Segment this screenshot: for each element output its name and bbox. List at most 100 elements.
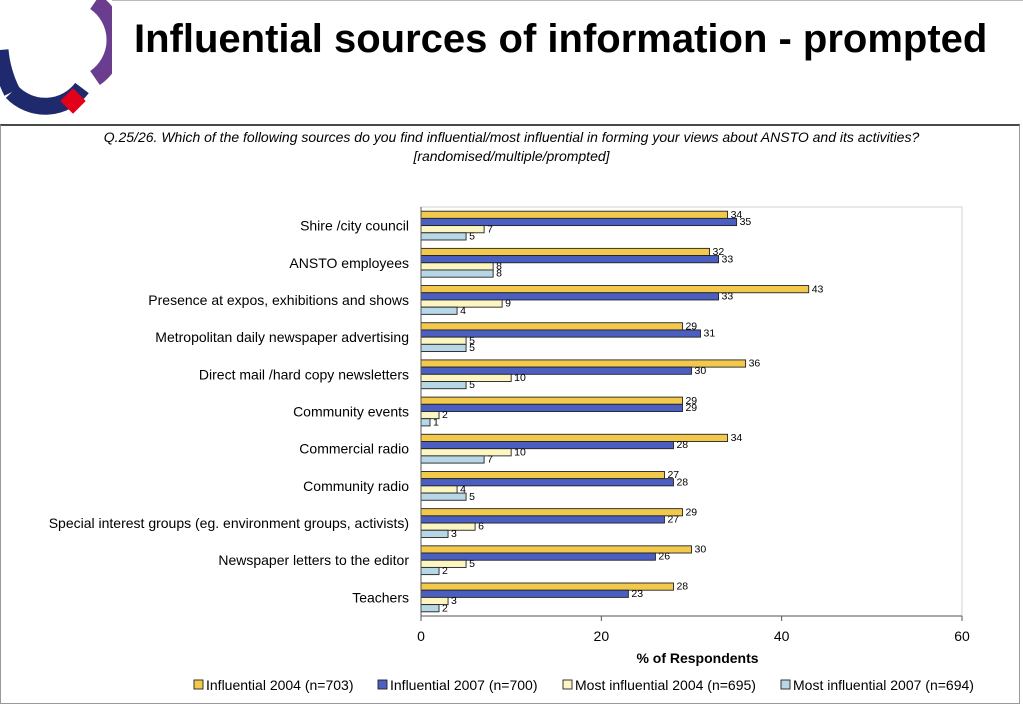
- data-label: 31: [704, 328, 716, 340]
- category-label: Newspaper letters to the editor: [218, 552, 409, 568]
- data-label: 33: [722, 290, 734, 302]
- data-label: 43: [812, 283, 824, 295]
- bar: [420, 217, 738, 227]
- logo-arc-blue-left: [0, 49, 20, 96]
- bar: [420, 566, 440, 576]
- data-label: 27: [667, 469, 679, 481]
- page-title: Influential sources of information - pro…: [134, 17, 988, 61]
- question-method: [randomised/multiple/prompted]: [413, 148, 610, 164]
- question-text: Q.25/26. Which of the following sources …: [103, 129, 920, 145]
- data-label: 5: [469, 379, 475, 391]
- legend-swatch: [562, 679, 573, 690]
- data-label: 2: [442, 409, 448, 421]
- data-label: 26: [658, 551, 670, 563]
- bar: [420, 441, 674, 450]
- bar: [420, 262, 494, 271]
- data-label: 2: [442, 565, 448, 577]
- bar: [420, 552, 656, 561]
- bar: [420, 604, 440, 613]
- data-label: 32: [713, 246, 725, 258]
- bar: [420, 381, 467, 390]
- company-logo: [0, 0, 112, 115]
- data-label: 5: [469, 558, 475, 570]
- data-label: 29: [685, 506, 697, 518]
- data-label: 28: [676, 581, 688, 593]
- bar: [420, 403, 683, 412]
- legend-entry: Most influential 2007 (n=694): [793, 677, 974, 693]
- bar: [420, 529, 449, 538]
- category-label: ANSTO employees: [289, 255, 409, 271]
- data-label: 23: [631, 588, 643, 600]
- legend-swatch: [193, 679, 204, 690]
- bar: [420, 336, 467, 345]
- data-label: 34: [731, 432, 743, 444]
- bar: [420, 522, 476, 531]
- bar: [420, 269, 494, 278]
- category-label: Commercial radio: [299, 441, 409, 457]
- bar: [420, 232, 467, 241]
- category-label: Community radio: [303, 478, 409, 494]
- data-label: 34: [731, 209, 743, 221]
- bar: [420, 478, 674, 487]
- data-label: 5: [469, 230, 475, 242]
- data-label: 9: [505, 298, 511, 310]
- data-label: 33: [722, 253, 734, 265]
- data-label: 7: [487, 454, 493, 466]
- header-rule: [112, 0, 1023, 1]
- bar: [420, 373, 512, 382]
- bar: [420, 508, 683, 517]
- data-label: 27: [667, 514, 679, 526]
- x-tick-label: 40: [774, 628, 790, 644]
- bar: [420, 418, 431, 427]
- data-label: 3: [451, 528, 457, 540]
- bar: [420, 343, 467, 352]
- bar: [420, 455, 485, 464]
- bar: [420, 329, 701, 338]
- logo-red-square: [60, 88, 86, 114]
- category-label: Presence at expos, exhibitions and shows: [148, 292, 409, 308]
- bar: [420, 485, 458, 494]
- data-label: 10: [514, 372, 526, 384]
- data-label: 4: [460, 484, 466, 496]
- question-subtitle: Q.25/26. Which of the following sources …: [20, 128, 1003, 166]
- legend-swatch: [377, 679, 388, 690]
- category-label: Direct mail /hard copy newsletters: [199, 366, 409, 382]
- bar: [420, 322, 683, 331]
- data-label: 4: [460, 305, 466, 317]
- category-label: Metropolitan daily newspaper advertising: [155, 329, 409, 345]
- data-label: 5: [469, 335, 475, 347]
- legend-entry: Most influential 2004 (n=695): [575, 677, 756, 693]
- data-label: 35: [740, 216, 752, 228]
- x-tick-label: 0: [417, 628, 425, 644]
- logo-arc-purple: [89, 0, 112, 86]
- bar: [420, 285, 810, 294]
- data-label: 8: [496, 260, 502, 272]
- legend-entry: Influential 2004 (n=703): [206, 677, 354, 693]
- legend-swatch: [780, 679, 791, 690]
- data-label: 1: [433, 416, 439, 428]
- data-label: 29: [685, 395, 697, 407]
- category-label: Teachers: [352, 589, 409, 605]
- data-label: 30: [695, 544, 707, 556]
- data-label: 30: [695, 365, 707, 377]
- data-label: 28: [676, 439, 688, 451]
- content-frame: [0, 124, 1020, 704]
- category-label: Shire /city council: [300, 218, 409, 234]
- data-label: 6: [478, 521, 484, 533]
- data-label: 2: [442, 602, 448, 614]
- data-label: 7: [487, 223, 493, 235]
- data-label: 29: [685, 320, 697, 332]
- data-label: 28: [676, 476, 688, 488]
- bar: [420, 210, 729, 219]
- x-tick-label: 60: [954, 628, 970, 644]
- bar: [420, 396, 683, 405]
- bar: [420, 448, 512, 457]
- bar: [420, 292, 719, 301]
- data-label: 36: [749, 358, 761, 370]
- x-axis-title: % of Respondents: [636, 650, 758, 666]
- data-label: 8: [496, 268, 502, 280]
- category-label: Special interest groups (eg. environment…: [49, 515, 409, 531]
- data-label: 5: [469, 491, 475, 503]
- data-label: 3: [451, 595, 457, 607]
